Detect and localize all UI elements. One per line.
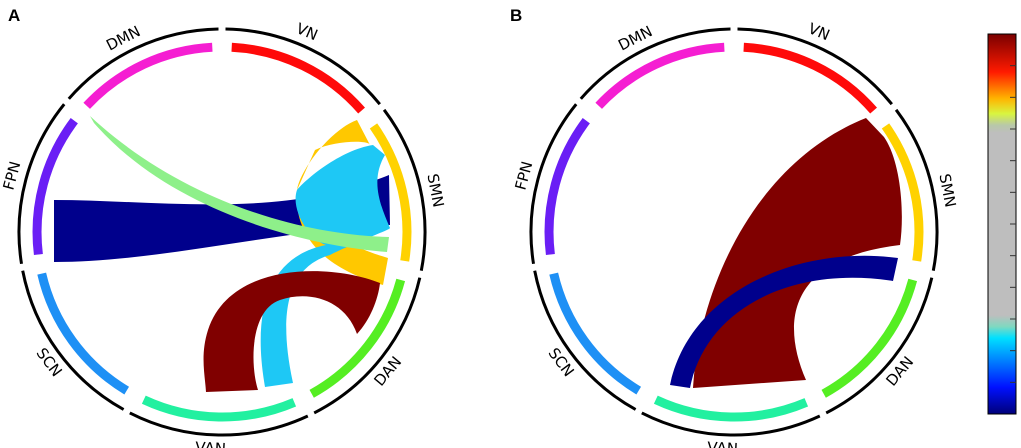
network-arc-van [141,395,297,422]
network-label-scn: SCN [33,344,66,380]
outer-ring-dmn [579,27,731,100]
ribbon-dmn-smn [90,116,389,252]
network-arc-dan [821,278,918,398]
panel-b-network-ring [529,27,939,437]
network-arc-dmn [83,42,213,109]
network-label-van: VAN [195,438,227,448]
network-arc-vn [231,42,365,114]
ribbon-dan-van [203,271,380,392]
panel-a-network-ring [17,27,427,437]
network-arc-fpn [32,117,78,256]
network-label-dmn: DMN [615,22,655,54]
network-arc-smn [881,123,924,262]
panel-b: B VN SMN DAN VAN SCN FPN DMN [510,6,960,448]
network-label-vn: VN [806,19,833,44]
outer-ring-fpn [529,103,578,265]
outer-ring-vn [225,27,381,106]
network-label-vn: VN [294,19,321,44]
outer-ring-fpn [17,103,66,265]
outer-ring-van [641,411,821,437]
network-arc-dmn [595,42,725,109]
outer-ring-scn [21,270,125,411]
network-label-smn: SMN [423,172,447,209]
network-arc-smn [369,123,412,262]
network-arc-fpn [544,117,590,256]
network-label-fpn: FPN [0,159,24,192]
outer-ring-smn [382,108,427,271]
ribbon-dan-van [670,255,898,388]
network-label-fpn: FPN [511,159,536,192]
outer-ring-dan [313,277,422,415]
network-arc-scn [37,272,130,395]
network-arc-vn [743,42,877,114]
network-label-scn: SCN [545,344,578,380]
outer-ring-vn [737,27,893,106]
network-label-van: VAN [707,438,739,448]
network-arc-van [653,395,809,422]
network-arc-dan [309,278,406,398]
ribbon-smn-van [693,118,902,388]
ribbon-smn-fpn [54,175,390,262]
panel-a-label: A [8,6,20,25]
outer-ring-scn [533,270,637,411]
network-arc-scn [549,272,642,395]
outer-ring-dmn [67,27,219,100]
outer-ring-smn [894,108,939,271]
outer-ring-dan [825,277,934,415]
network-label-smn: SMN [935,172,959,209]
colorbar [987,33,1017,415]
network-label-dan: DAN [882,353,917,390]
panel-a: A VN SMN DAN VAN SCN FPN DMN [0,6,448,448]
ribbon-smn-smn [296,120,388,285]
panel-a-connections [54,116,390,392]
network-label-dan: DAN [370,353,405,390]
panel-b-label: B [510,6,522,25]
panel-b-connections [670,118,902,388]
ribbon-smn-van [260,145,390,387]
network-label-dmn: DMN [103,22,143,54]
colorbar-ticks [1010,65,1016,383]
outer-ring-van [129,411,309,437]
